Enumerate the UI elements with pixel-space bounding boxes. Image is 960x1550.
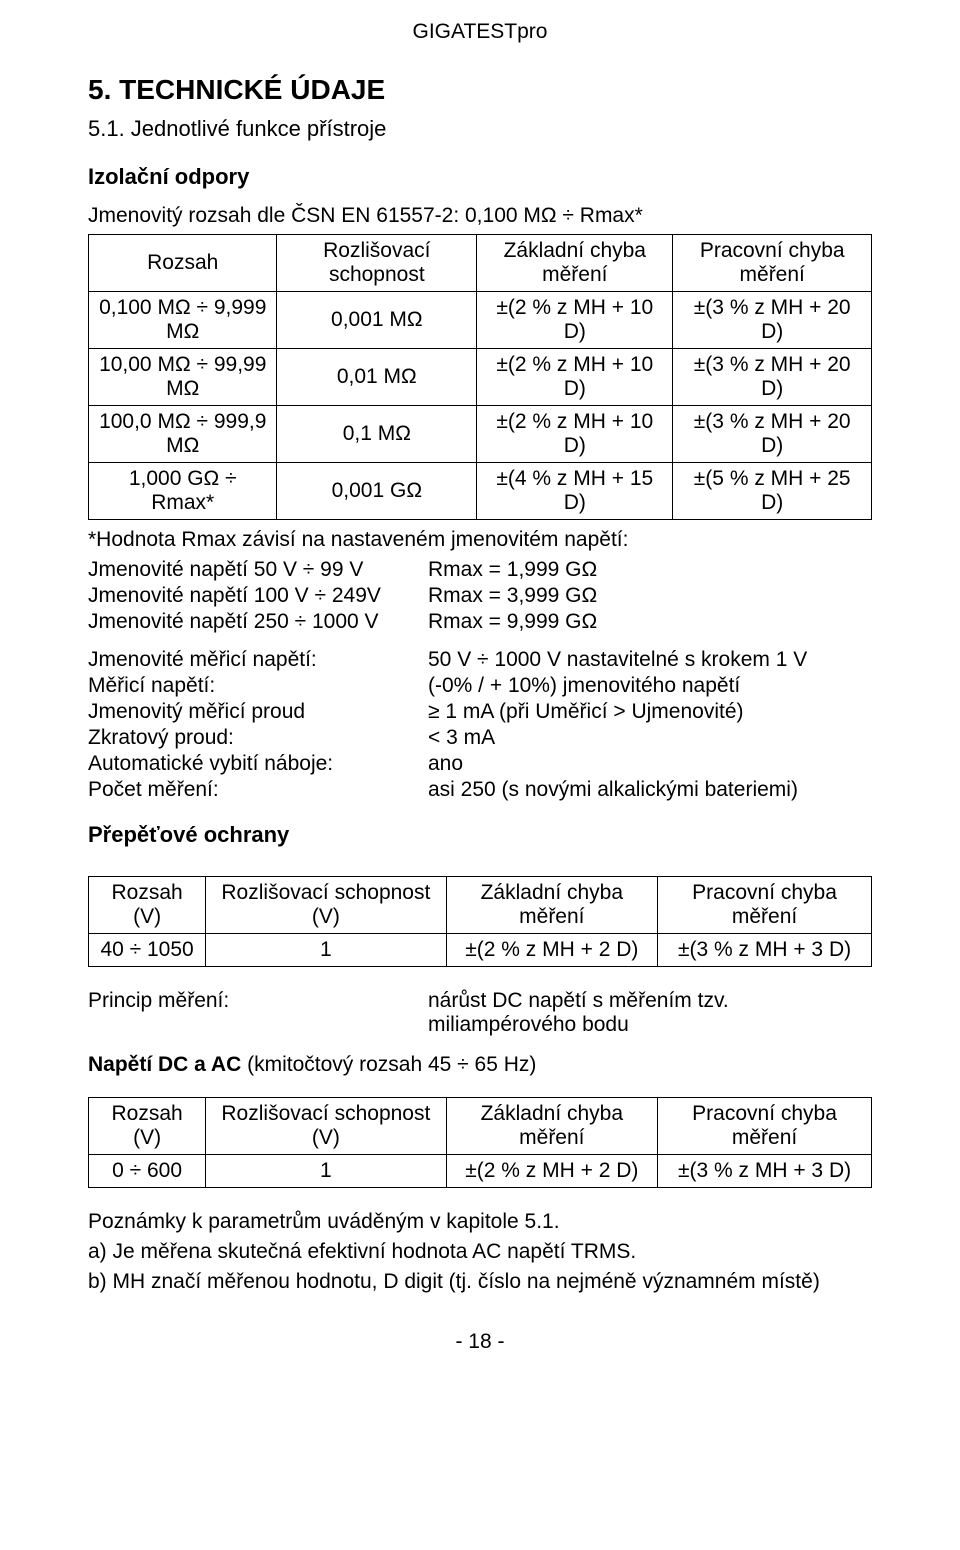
param-row: Zkratový proud: < 3 mA xyxy=(88,726,872,750)
param-row: Počet měření: asi 250 (s novými alkalick… xyxy=(88,778,872,802)
cell: 0,001 MΩ xyxy=(277,292,477,349)
table-row: 0 ÷ 600 1 ±(2 % z MH + 2 D) ±(3 % z MH +… xyxy=(89,1155,872,1188)
cell: ±(2 % z MH + 10 D) xyxy=(477,292,673,349)
rmax-label: Jmenovité napětí 250 ÷ 1000 V xyxy=(88,610,428,634)
param-value: (-0% / + 10%) jmenovitého napětí xyxy=(428,674,872,698)
col-rozlisovaci-v: Rozlišovací schopnost (V) xyxy=(206,877,446,934)
table-row: 100,0 MΩ ÷ 999,9 MΩ 0,1 MΩ ±(2 % z MH + … xyxy=(89,406,872,463)
rmax-pair: Jmenovité napětí 50 V ÷ 99 V Rmax = 1,99… xyxy=(88,558,872,582)
cell: 1 xyxy=(206,1155,446,1188)
page-number: - 18 - xyxy=(88,1330,872,1354)
col-rozsah: Rozsah xyxy=(89,235,277,292)
param-label: Měřicí napětí: xyxy=(88,674,428,698)
rmax-label: Jmenovité napětí 50 V ÷ 99 V xyxy=(88,558,428,582)
voltage-title-bold: Napětí DC a AC xyxy=(88,1053,241,1076)
col-rozsah-v: Rozsah (V) xyxy=(89,1098,206,1155)
voltage-table: Rozsah (V) Rozlišovací schopnost (V) Zák… xyxy=(88,1097,872,1188)
param-value: 50 V ÷ 1000 V nastavitelné s krokem 1 V xyxy=(428,648,872,672)
col-pracovni: Pracovní chyba měření xyxy=(658,877,872,934)
cell: ±(3 % z MH + 3 D) xyxy=(658,1155,872,1188)
param-row: Jmenovitý měřicí proud ≥ 1 mA (při Uměři… xyxy=(88,700,872,724)
cell: 1 xyxy=(206,934,446,967)
param-label: Automatické vybití náboje: xyxy=(88,752,428,776)
surge-table: Rozsah (V) Rozlišovací schopnost (V) Zák… xyxy=(88,876,872,967)
principle-line-1: nárůst DC napětí s měřením tzv. xyxy=(428,989,872,1013)
param-label: Zkratový proud: xyxy=(88,726,428,750)
param-value: asi 250 (s novými alkalickými bateriemi) xyxy=(428,778,872,802)
param-value: ano xyxy=(428,752,872,776)
principle-line-2: miliampérového bodu xyxy=(428,1013,872,1037)
rmax-label: Jmenovité napětí 100 V ÷ 249V xyxy=(88,584,428,608)
cell: ±(3 % z MH + 20 D) xyxy=(673,292,872,349)
table-row: Rozsah Rozlišovací schopnost Základní ch… xyxy=(89,235,872,292)
col-zakladni: Základní chyba měření xyxy=(446,1098,658,1155)
cell: 1,000 GΩ ÷ Rmax* xyxy=(89,463,277,520)
section-5-title: 5. TECHNICKÉ ÚDAJE xyxy=(88,74,872,106)
param-label: Jmenovité měřicí napětí: xyxy=(88,648,428,672)
param-value: < 3 mA xyxy=(428,726,872,750)
table-row: Rozsah (V) Rozlišovací schopnost (V) Zák… xyxy=(89,877,872,934)
param-label: Jmenovitý měřicí proud xyxy=(88,700,428,724)
cell: 0,01 MΩ xyxy=(277,349,477,406)
table-row: 40 ÷ 1050 1 ±(2 % z MH + 2 D) ±(3 % z MH… xyxy=(89,934,872,967)
cell: ±(2 % z MH + 10 D) xyxy=(477,349,673,406)
iso-nominal-range: Jmenovitý rozsah dle ČSN EN 61557-2: 0,1… xyxy=(88,204,872,228)
cell: 0 ÷ 600 xyxy=(89,1155,206,1188)
cell: ±(2 % z MH + 2 D) xyxy=(446,934,658,967)
note-a: a) Je měřena skutečná efektivní hodnota … xyxy=(88,1240,872,1264)
note-b: b) MH značí měřenou hodnotu, D digit (tj… xyxy=(88,1270,872,1294)
rmax-value: Rmax = 9,999 GΩ xyxy=(428,610,872,634)
table-row: 10,00 MΩ ÷ 99,99 MΩ 0,01 MΩ ±(2 % z MH +… xyxy=(89,349,872,406)
table-row: Rozsah (V) Rozlišovací schopnost (V) Zák… xyxy=(89,1098,872,1155)
col-pracovni: Pracovní chyba měření xyxy=(658,1098,872,1155)
cell: 0,100 MΩ ÷ 9,999 MΩ xyxy=(89,292,277,349)
principle-label: Princip měření: xyxy=(88,989,428,1037)
product-header: GIGATESTpro xyxy=(88,20,872,44)
cell: ±(3 % z MH + 20 D) xyxy=(673,406,872,463)
principle-value: nárůst DC napětí s měřením tzv. miliampé… xyxy=(428,989,872,1037)
iso-title: Izolační odpory xyxy=(88,164,872,190)
cell: ±(3 % z MH + 3 D) xyxy=(658,934,872,967)
rmax-pair: Jmenovité napětí 100 V ÷ 249V Rmax = 3,9… xyxy=(88,584,872,608)
principle-row: Princip měření: nárůst DC napětí s měřen… xyxy=(88,989,872,1037)
cell: 10,00 MΩ ÷ 99,99 MΩ xyxy=(89,349,277,406)
param-value: ≥ 1 mA (při Uměřicí > Ujmenovité) xyxy=(428,700,872,724)
param-row: Jmenovité měřicí napětí: 50 V ÷ 1000 V n… xyxy=(88,648,872,672)
cell: 0,1 MΩ xyxy=(277,406,477,463)
param-row: Automatické vybití náboje: ano xyxy=(88,752,872,776)
iso-note: *Hodnota Rmax závisí na nastaveném jmeno… xyxy=(88,528,872,552)
param-row: Měřicí napětí: (-0% / + 10%) jmenovitého… xyxy=(88,674,872,698)
cell: 0,001 GΩ xyxy=(277,463,477,520)
cell: ±(2 % z MH + 2 D) xyxy=(446,1155,658,1188)
voltage-title: Napětí DC a AC (kmitočtový rozsah 45 ÷ 6… xyxy=(88,1053,872,1077)
col-pracovni: Pracovní chyba měření xyxy=(673,235,872,292)
rmax-pair: Jmenovité napětí 250 ÷ 1000 V Rmax = 9,9… xyxy=(88,610,872,634)
col-rozlisovaci: Rozlišovací schopnost xyxy=(277,235,477,292)
table-row: 0,100 MΩ ÷ 9,999 MΩ 0,001 MΩ ±(2 % z MH … xyxy=(89,292,872,349)
section-5-1-title: 5.1. Jednotlivé funkce přístroje xyxy=(88,116,872,142)
col-rozsah-v: Rozsah (V) xyxy=(89,877,206,934)
param-label: Počet měření: xyxy=(88,778,428,802)
iso-table: Rozsah Rozlišovací schopnost Základní ch… xyxy=(88,234,872,520)
voltage-title-suffix: (kmitočtový rozsah 45 ÷ 65 Hz) xyxy=(241,1053,536,1076)
iso-params: Jmenovité měřicí napětí: 50 V ÷ 1000 V n… xyxy=(88,648,872,802)
rmax-value: Rmax = 1,999 GΩ xyxy=(428,558,872,582)
surge-title: Přepěťové ochrany xyxy=(88,822,872,848)
cell: ±(2 % z MH + 10 D) xyxy=(477,406,673,463)
table-row: 1,000 GΩ ÷ Rmax* 0,001 GΩ ±(4 % z MH + 1… xyxy=(89,463,872,520)
rmax-value: Rmax = 3,999 GΩ xyxy=(428,584,872,608)
cell: 100,0 MΩ ÷ 999,9 MΩ xyxy=(89,406,277,463)
col-rozlisovaci-v: Rozlišovací schopnost (V) xyxy=(206,1098,446,1155)
col-zakladni: Základní chyba měření xyxy=(446,877,658,934)
cell: ±(3 % z MH + 20 D) xyxy=(673,349,872,406)
cell: 40 ÷ 1050 xyxy=(89,934,206,967)
col-zakladni: Základní chyba měření xyxy=(477,235,673,292)
cell: ±(4 % z MH + 15 D) xyxy=(477,463,673,520)
cell: ±(5 % z MH + 25 D) xyxy=(673,463,872,520)
notes-header: Poznámky k parametrům uváděným v kapitol… xyxy=(88,1210,872,1234)
